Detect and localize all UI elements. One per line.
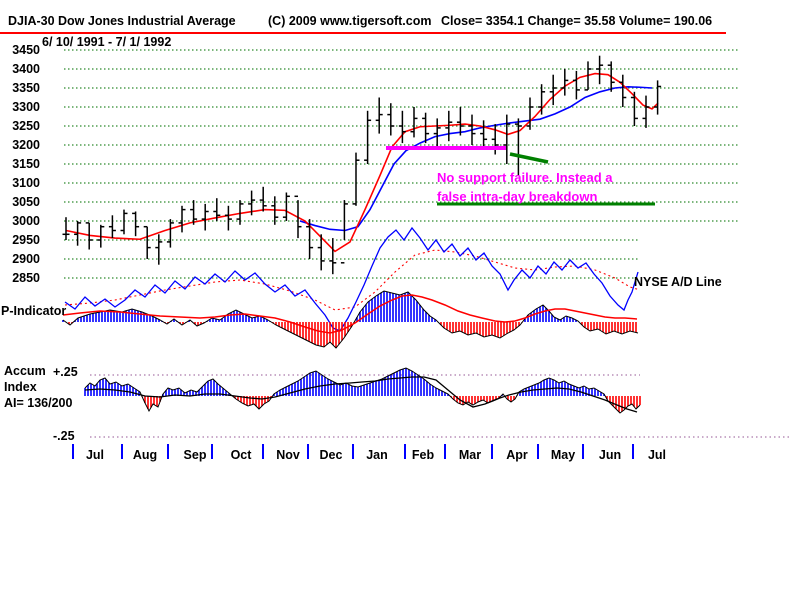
accum-ai-value: AI= 136/200 bbox=[4, 396, 73, 410]
month-label: Jan bbox=[366, 448, 388, 462]
annotation-line-1: No support failure. Instead a bbox=[437, 170, 613, 185]
y-tick-label: 3400 bbox=[12, 62, 40, 76]
month-label: Mar bbox=[458, 448, 482, 462]
copyright-text: (C) 2009 www.tigersoft.com bbox=[268, 14, 432, 28]
annotation-line-2: false intra-day breakdown bbox=[437, 189, 598, 204]
month-label: Dec bbox=[319, 448, 343, 462]
quote-stats: Close= 3354.1 Change= 35.58 Volume= 190.… bbox=[441, 14, 713, 28]
y-tick-label: 3450 bbox=[12, 43, 40, 57]
month-label: Nov bbox=[276, 448, 300, 462]
chart-title: DJIA-30 Dow Jones Industrial Average bbox=[8, 14, 236, 28]
accum-label-line1: Accum bbox=[4, 364, 46, 378]
y-tick-label: 3000 bbox=[12, 214, 40, 228]
month-label: Apr bbox=[506, 448, 528, 462]
y-tick-label: 2900 bbox=[12, 252, 40, 266]
month-label: Aug bbox=[132, 448, 158, 462]
month-label: Jul bbox=[647, 448, 667, 462]
month-label: May bbox=[550, 448, 576, 462]
y-tick-label: 3200 bbox=[12, 138, 40, 152]
y-tick-label: 3050 bbox=[12, 195, 40, 209]
month-label: Jun bbox=[598, 448, 622, 462]
month-label: Oct bbox=[230, 448, 252, 462]
y-tick-label: 3100 bbox=[12, 176, 40, 190]
date-range: 6/ 10/ 1991 - 7/ 1/ 1992 bbox=[42, 35, 172, 49]
y-tick-label: 3250 bbox=[12, 119, 40, 133]
month-label: Feb bbox=[411, 448, 435, 462]
plus-25-label: +.25 bbox=[53, 365, 78, 379]
nyse-ad-line-label: NYSE A/D Line bbox=[634, 275, 722, 289]
y-tick-label: 2850 bbox=[12, 271, 40, 285]
y-tick-label: 3150 bbox=[12, 157, 40, 171]
p-indicator-label: P-Indicator bbox=[1, 304, 67, 318]
y-tick-label: 2950 bbox=[12, 233, 40, 247]
month-label: Sep bbox=[183, 448, 207, 462]
y-tick-label: 3350 bbox=[12, 81, 40, 95]
month-label: Jul bbox=[85, 448, 105, 462]
y-tick-label: 3300 bbox=[12, 100, 40, 114]
minus-25-label: -.25 bbox=[53, 429, 75, 443]
accum-label-line2: Index bbox=[4, 380, 37, 394]
